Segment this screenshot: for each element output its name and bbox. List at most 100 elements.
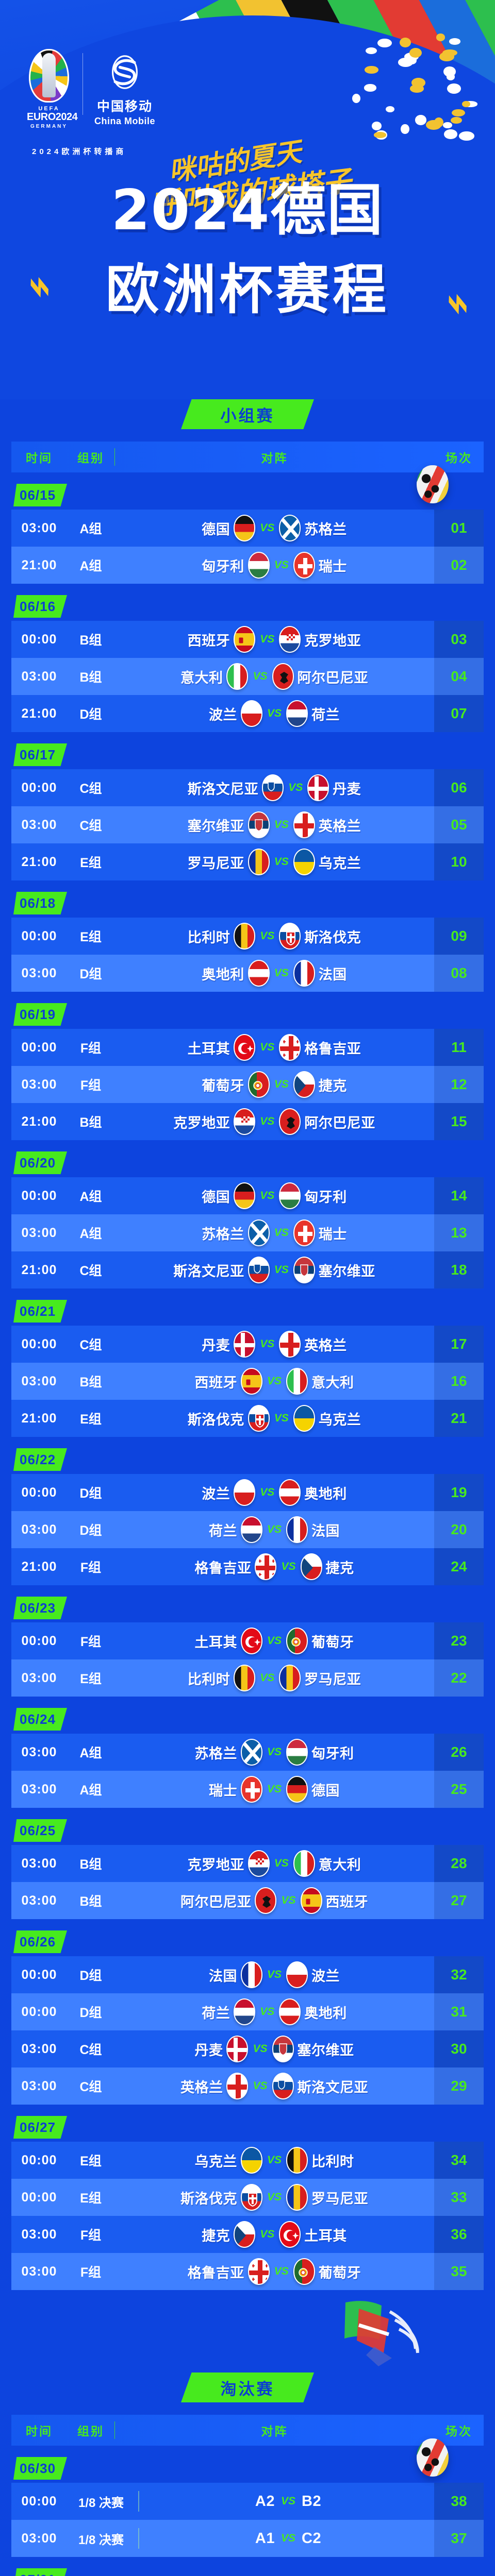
vs-label: VS xyxy=(259,1486,275,1499)
away-team-name: 土耳其 xyxy=(304,2225,347,2245)
home-team-name: 比利时 xyxy=(188,1668,230,1688)
match-teams: 西班牙 VS 意大利 xyxy=(114,1368,434,1395)
home-team-name: 苏格兰 xyxy=(202,1223,244,1243)
table-row[interactable]: 03:00 1/8 决赛 A1 VS C2 37 xyxy=(11,2520,484,2557)
flag-icon-sk xyxy=(279,923,301,950)
flag-icon-tr xyxy=(279,2221,301,2248)
table-row[interactable]: 21:00 F组 格鲁吉亚 VS 捷克 24 xyxy=(11,1548,484,1585)
table-row[interactable]: 00:00 C组 丹麦 VS 英格兰 17 xyxy=(11,1326,484,1363)
match-group-label: A组 xyxy=(67,519,114,537)
home-team-name: 格鲁吉亚 xyxy=(188,2262,244,2282)
table-row[interactable]: 21:00 A组 匈牙利 VS 瑞士 02 xyxy=(11,547,484,584)
table-row[interactable]: 03:00 B组 意大利 VS 阿尔巴尼亚 04 xyxy=(11,658,484,695)
table-row[interactable]: 03:00 F组 葡萄牙 VS 捷克 12 xyxy=(11,1066,484,1103)
vs-label: VS xyxy=(266,2154,283,2166)
table-row[interactable]: 21:00 E组 罗马尼亚 VS 乌克兰 10 xyxy=(11,843,484,880)
table-row[interactable]: 00:00 D组 荷兰 VS 奥地利 31 xyxy=(11,1993,484,2030)
match-time: 03:00 xyxy=(11,2079,67,2094)
knockout-stage-table: 时间 组别 对阵 场次 06/30 00:00 1/8 决赛 A2 VS B2 38 03:0… xyxy=(11,2415,484,2576)
flag-icon-hr xyxy=(279,626,301,653)
table-row[interactable]: 00:00 D组 法国 VS 波兰 32 xyxy=(11,1956,484,1993)
match-time: 03:00 xyxy=(11,1374,67,1389)
match-time: 03:00 xyxy=(11,1077,67,1092)
match-group: 00:00 A组 德国 VS 匈牙利 14 03:00 A组 苏格兰 VS 瑞士 13 21:00 C组斯… xyxy=(11,1177,484,1289)
home-team-name: 土耳其 xyxy=(194,1631,237,1651)
table-row[interactable]: 03:00 A组 苏格兰 VS 匈牙利 26 xyxy=(11,1734,484,1771)
match-teams: 阿尔巴尼亚 VS 西班牙 xyxy=(114,1887,434,1914)
date-chip: 06/15 xyxy=(13,484,67,506)
table-row[interactable]: 03:00 E组 比利时 VS 罗马尼亚 22 xyxy=(11,1659,484,1697)
table-row[interactable]: 21:00 D组 波兰 VS 荷兰 07 xyxy=(11,695,484,732)
brand-bar: UEFA EURO2024 GERMANY 中国移动 China Mobil xyxy=(27,49,155,129)
table-row[interactable]: 00:00 B组 西班牙 VS 克罗地亚 03 xyxy=(11,621,484,658)
date-chip: 06/25 xyxy=(13,1819,67,1842)
match-number: 01 xyxy=(434,510,484,547)
table-row[interactable]: 03:00 B组 克罗地亚 VS 意大利 28 xyxy=(11,1845,484,1882)
china-mobile-icon xyxy=(105,52,145,92)
china-mobile-logo: 中国移动 China Mobile xyxy=(94,49,155,127)
table-row[interactable]: 03:00 A组 瑞士 VS 德国 25 xyxy=(11,1771,484,1808)
match-teams: 德国 VS 匈牙利 xyxy=(114,1182,434,1209)
match-teams: A1 VS C2 xyxy=(142,2530,434,2547)
match-number: 14 xyxy=(434,1177,484,1214)
table-row[interactable]: 00:00 C组 斯洛文尼亚 VS 丹麦 06 xyxy=(11,769,484,806)
table-row[interactable]: 00:00 E组 比利时 VS 斯洛伐克 09 xyxy=(11,918,484,955)
table-row[interactable]: 21:00 E组 斯洛伐克 VS 乌克兰 21 xyxy=(11,1400,484,1437)
home-team-name: 斯洛伐克 xyxy=(180,2188,237,2208)
match-number: 23 xyxy=(434,1622,484,1659)
vs-label: VS xyxy=(287,782,304,794)
column-divider-2 xyxy=(114,2421,115,2439)
home-team-name: 斯洛文尼亚 xyxy=(173,1260,244,1280)
flag-icon-it xyxy=(226,663,248,690)
table-row[interactable]: 03:00 B组 西班牙 VS 意大利 16 xyxy=(11,1363,484,1400)
column-divider xyxy=(114,448,115,466)
flag-icon-si xyxy=(262,774,284,801)
table-row[interactable]: 03:00 A组 苏格兰 VS 瑞士 13 xyxy=(11,1214,484,1251)
table-row[interactable]: 00:00 D组 波兰 VS 奥地利 19 xyxy=(11,1474,484,1511)
match-group-label: A组 xyxy=(67,556,114,574)
flag-icon-al xyxy=(255,1887,276,1914)
table-row[interactable]: 00:00 F组 土耳其 VS 格鲁吉亚 11 xyxy=(11,1029,484,1066)
match-group: 00:00 F组 土耳其 VS 葡萄牙 23 03:00 E组 比利时 VS 罗马尼亚 22 xyxy=(11,1622,484,1697)
confetti-dots-decoration xyxy=(345,31,480,144)
table-row[interactable]: 00:00 F组 土耳其 VS 葡萄牙 23 xyxy=(11,1622,484,1659)
table-row[interactable]: 03:00 C组 丹麦 VS 塞尔维亚 30 xyxy=(11,2030,484,2067)
table-row[interactable]: 03:00 C组 塞尔维亚 VS 英格兰 05 xyxy=(11,806,484,843)
match-group-label: B组 xyxy=(67,1112,114,1131)
table-row[interactable]: 03:00 D组 荷兰 VS 法国 20 xyxy=(11,1511,484,1548)
table-row[interactable]: 03:00 D组 奥地利 VS 法国 08 xyxy=(11,955,484,992)
table-row[interactable]: 00:00 E组 乌克兰 VS 比利时 34 xyxy=(11,2142,484,2179)
away-team-name: 匈牙利 xyxy=(311,1742,354,1762)
home-team-name: 捷克 xyxy=(202,2225,230,2245)
match-teams: 英格兰 VS 斯洛文尼亚 xyxy=(114,2073,434,2099)
flag-icon-de xyxy=(286,1776,308,1803)
away-team-name: 意大利 xyxy=(311,1371,354,1392)
match-number: 31 xyxy=(434,1993,484,2030)
home-team-name: 英格兰 xyxy=(180,2076,223,2096)
table-row[interactable]: 03:00 C组 英格兰 VS 斯洛文尼亚 29 xyxy=(11,2067,484,2105)
match-time: 03:00 xyxy=(11,2227,67,2242)
date-chip: 06/26 xyxy=(13,1930,67,1953)
poster-title-line-2: 欧洲杯赛程 xyxy=(0,263,495,316)
table-row[interactable]: 00:00 E组 斯洛伐克 VS 罗马尼亚 33 xyxy=(11,2179,484,2216)
table-row[interactable]: 00:00 A组 德国 VS 匈牙利 14 xyxy=(11,1177,484,1214)
home-team-name: 斯洛文尼亚 xyxy=(188,778,259,798)
table-row[interactable]: 03:00 A组 德国 VS 苏格兰 01 xyxy=(11,510,484,547)
group-stage-days: 06/15 03:00 A组 德国 VS 苏格兰 01 21:00 A组 匈牙利 VS 瑞士 02 06/… xyxy=(11,484,484,2290)
poster-title-line-1: 2024德国 xyxy=(0,183,495,239)
match-group-label: F组 xyxy=(67,1557,114,1576)
match-number: 28 xyxy=(434,1845,484,1882)
away-team-name: 葡萄牙 xyxy=(311,1631,354,1651)
table-row[interactable]: 03:00 F组 格鲁吉亚 VS 葡萄牙 35 xyxy=(11,2253,484,2290)
match-number: 20 xyxy=(434,1511,484,1548)
table-row[interactable]: 21:00 B组 克罗地亚 VS 阿尔巴尼亚 15 xyxy=(11,1103,484,1140)
flag-icon-rs xyxy=(272,2036,294,2062)
table-row[interactable]: 21:00 C组 斯洛文尼亚 VS 塞尔维亚 18 xyxy=(11,1251,484,1289)
match-teams: 格鲁吉亚 VS 葡萄牙 xyxy=(114,2258,434,2285)
match-number: 04 xyxy=(434,658,484,695)
match-time: 21:00 xyxy=(11,1114,67,1129)
table-row[interactable]: 03:00 B组 阿尔巴尼亚 VS 西班牙 27 xyxy=(11,1882,484,1919)
hero-banner: UEFA EURO2024 GERMANY 中国移动 China Mobil xyxy=(0,0,495,399)
table-row[interactable]: 00:00 1/8 决赛 A2 VS B2 38 xyxy=(11,2483,484,2520)
table-row[interactable]: 03:00 F组 捷克 VS 土耳其 36 xyxy=(11,2216,484,2253)
